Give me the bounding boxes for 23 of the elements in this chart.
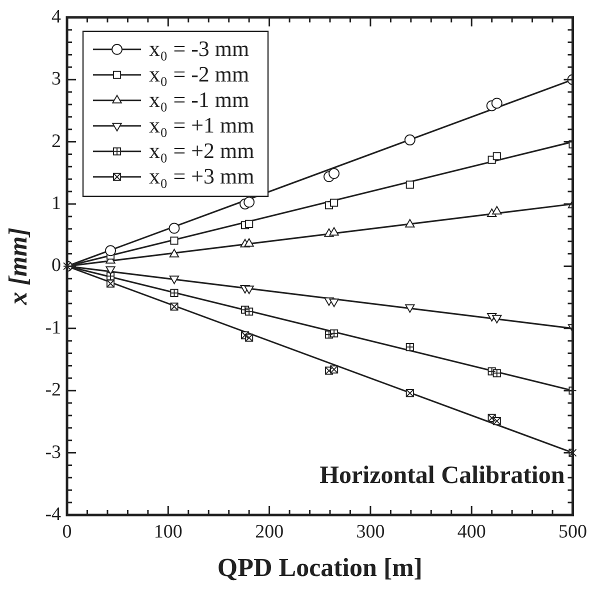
x-tick-label: 100	[154, 521, 182, 542]
legend-label: x₀ = +1 mm	[149, 112, 254, 138]
y-tick-label: 1	[52, 192, 62, 214]
x-axis-title: QPD Location [m]	[217, 553, 422, 582]
y-tick-label: -2	[45, 380, 62, 401]
y-tick-label: 3	[52, 68, 62, 90]
legend-label: x₀ = -1 mm	[149, 87, 250, 112]
x-tick-label: 400	[457, 521, 486, 542]
y-tick-label: 2	[52, 130, 62, 152]
y-tick-label: -1	[45, 317, 62, 338]
y-tick-label: 0	[52, 255, 62, 276]
x-tick-label: 300	[356, 521, 385, 542]
y-tick-label: 4	[52, 6, 62, 28]
legend-label: x₀ = +3 mm	[149, 164, 254, 189]
y-axis-title: x [mm]	[3, 228, 32, 306]
legend-label: x₀ = -2 mm	[149, 62, 250, 87]
annotation: Horizontal Calibration	[320, 462, 565, 489]
x-tick-label: 500	[558, 521, 587, 542]
legend-label: x₀ = -3 mm	[149, 36, 250, 62]
legend-label: x₀ = +2 mm	[149, 138, 254, 164]
x-tick-label: 200	[255, 521, 284, 542]
y-tick-label: -3	[45, 442, 62, 463]
y-tick-label: -4	[45, 504, 62, 525]
